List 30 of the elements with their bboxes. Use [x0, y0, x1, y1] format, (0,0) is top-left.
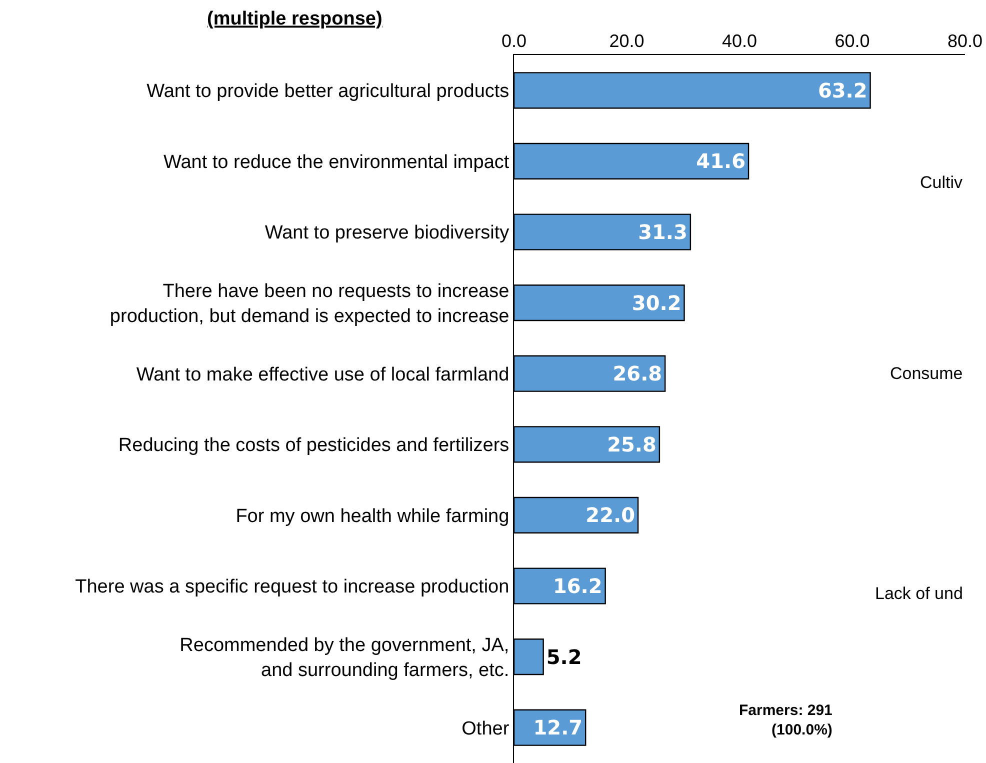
- data-label: 25.8: [607, 432, 656, 456]
- y-tick-label: Other: [462, 718, 510, 740]
- x-tick-label: 40.0: [722, 30, 758, 51]
- y-tick-label: For my own health while farming: [236, 506, 510, 527]
- y-tick-label: Want to reduce the environmental impact: [163, 152, 510, 173]
- annotation: Cultiv: [920, 173, 964, 192]
- data-label: 31.3: [638, 220, 688, 244]
- text: (multiple response): [207, 8, 382, 30]
- data-label: 22.0: [586, 503, 636, 528]
- data-label: 41.6: [696, 149, 746, 174]
- data-label: 26.8: [612, 362, 662, 386]
- y-tick-label: Reducing the costs of pesticides and fertilizers: [118, 435, 510, 456]
- y-tick-label: Want to make effective use of local farmland: [136, 364, 510, 386]
- data-label: 30.2: [632, 290, 682, 315]
- x-tick-label: 20.0: [609, 30, 644, 51]
- data-label: 5.2: [546, 644, 582, 669]
- x-tick-label: 0.0: [501, 30, 527, 51]
- y-tick-label: There have been no requests to increase production, but demand is expected to increase: [110, 281, 510, 327]
- y-tick-label: Recommended by the government, JA, and surrounding farmers, etc.: [180, 635, 510, 681]
- x-tick-label: 60.0: [834, 30, 870, 51]
- annotation: Consume: [890, 364, 963, 383]
- data-label: 63.2: [818, 78, 868, 102]
- annotation: Farmers: 291 (100.0%): [739, 702, 832, 738]
- y-tick-label: Want to preserve biodiversity: [264, 222, 510, 244]
- x-tick-label: 80.0: [947, 30, 983, 51]
- y-tick-label: Want to provide better agricultural products: [146, 81, 510, 102]
- data-label: 16.2: [552, 574, 602, 598]
- annotation: Lack of und: [875, 584, 963, 603]
- data-label: 12.7: [533, 716, 583, 740]
- y-tick-label: There was a specific request to increase production: [75, 576, 510, 598]
